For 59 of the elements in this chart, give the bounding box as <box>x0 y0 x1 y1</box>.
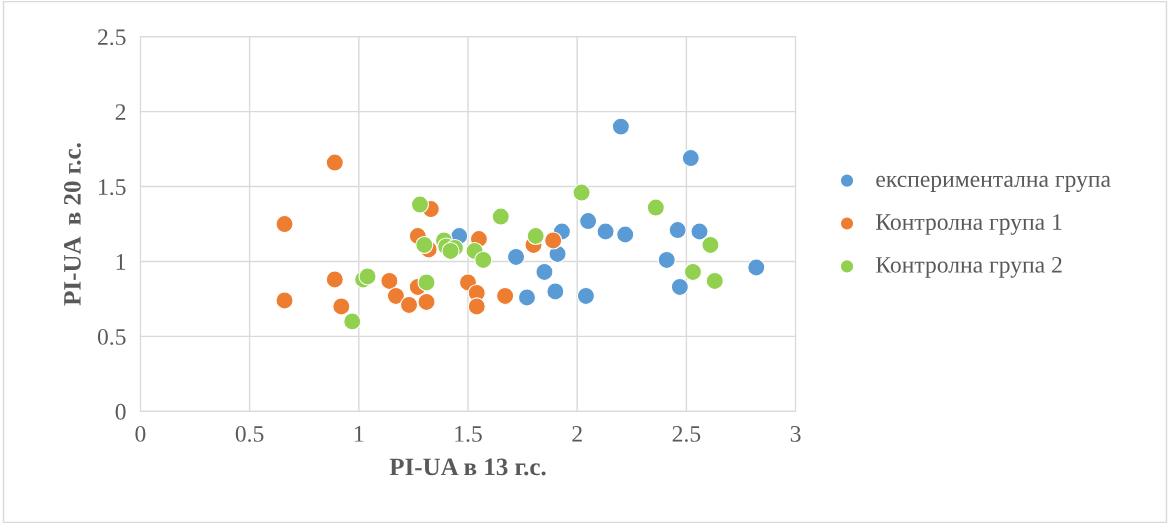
point <box>506 247 526 267</box>
y-tick-label: 2 <box>115 104 126 120</box>
x-tick-label: 2 <box>572 425 582 442</box>
point <box>670 277 689 297</box>
point <box>544 231 563 250</box>
point <box>343 312 362 331</box>
point <box>705 271 724 291</box>
point <box>441 241 460 261</box>
point <box>415 235 434 255</box>
point <box>417 273 436 292</box>
point <box>646 198 665 217</box>
x-axis-title: PI-UA в 13 г.с. <box>389 458 546 476</box>
y-tick-label: 0.5 <box>97 328 126 345</box>
point <box>399 295 419 314</box>
point <box>491 207 510 226</box>
point <box>579 211 598 231</box>
point <box>526 226 545 246</box>
point <box>467 297 486 316</box>
point <box>474 250 493 270</box>
legend-label: експериментална група <box>876 175 1111 192</box>
point <box>332 297 351 316</box>
x-tick-label: 1 <box>354 426 364 442</box>
point <box>690 222 709 241</box>
x-tick-label: 0.5 <box>235 425 264 442</box>
point <box>358 267 377 286</box>
legend-label: Контролна група 2 <box>876 256 1062 278</box>
point <box>517 288 537 307</box>
y-axis-title: PI-UA в 20 г.с. <box>63 143 81 306</box>
point <box>572 183 591 202</box>
point <box>325 153 344 172</box>
point <box>386 286 405 306</box>
point <box>380 271 399 291</box>
point <box>275 291 294 310</box>
point <box>576 286 595 306</box>
y-tick-label: 0 <box>115 403 126 420</box>
x-tick-label: 3 <box>790 425 801 442</box>
point <box>616 225 635 244</box>
point <box>596 222 615 241</box>
point <box>546 282 565 301</box>
point <box>275 214 294 234</box>
x-tick-label: 2.5 <box>672 425 701 442</box>
point <box>410 195 430 214</box>
legend-label: Контролна група 1 <box>876 214 1062 235</box>
point <box>496 286 515 306</box>
point <box>535 262 554 282</box>
point <box>657 250 676 270</box>
point <box>611 117 630 136</box>
point <box>417 292 436 311</box>
point <box>701 235 720 255</box>
point <box>681 149 700 168</box>
point <box>747 258 766 277</box>
point <box>683 262 703 282</box>
point <box>325 270 344 289</box>
y-tick-label: 1 <box>116 254 126 270</box>
y-tick-label: 2.5 <box>98 29 126 46</box>
x-tick-label: 1.5 <box>455 426 482 442</box>
point <box>668 220 687 240</box>
x-tick-label: 0 <box>135 425 146 442</box>
y-tick-label: 1.5 <box>99 179 126 196</box>
